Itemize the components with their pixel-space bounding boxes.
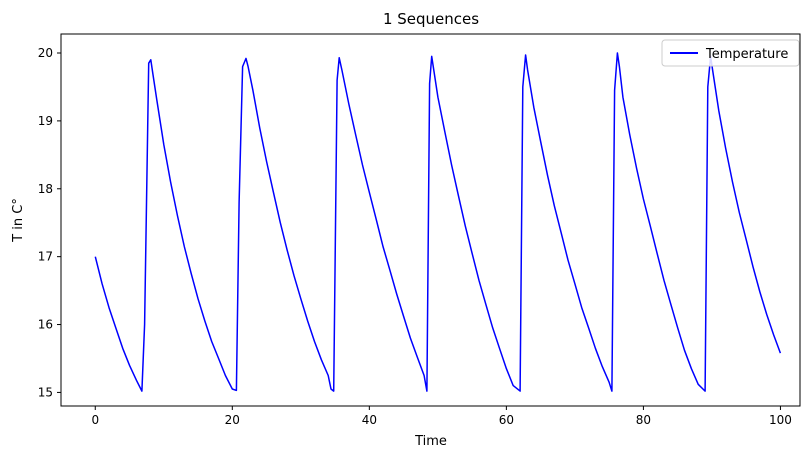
legend-label: Temperature (705, 47, 788, 62)
y-tick-label: 16 (38, 318, 53, 332)
series-line-0 (94, 52, 782, 392)
y-tick-label: 19 (38, 114, 53, 128)
series-layer (94, 52, 782, 392)
y-tick-label: 18 (38, 182, 53, 196)
x-tick-label: 0 (91, 413, 99, 427)
x-tick-label: 100 (769, 413, 792, 427)
x-tick-label: 40 (362, 413, 377, 427)
legend-box (661, 39, 800, 67)
y-tick-label: 17 (38, 250, 53, 264)
x-tick-label: 80 (636, 413, 651, 427)
x-tick-label: 20 (225, 413, 240, 427)
y-tick-label: 15 (38, 385, 53, 399)
x-axis-ticks: 0 20 40 60 80 100 (91, 406, 792, 427)
plot-frame (60, 33, 801, 407)
chart-title: 1 Sequences (383, 10, 479, 28)
x-axis-title: Time (414, 434, 447, 449)
legend: Temperature (661, 39, 800, 67)
x-tick-label: 60 (499, 413, 514, 427)
y-axis-ticks: 15 16 17 18 19 20 (38, 46, 61, 399)
y-axis-title: T in C° (11, 198, 26, 243)
y-tick-label: 20 (38, 46, 53, 60)
